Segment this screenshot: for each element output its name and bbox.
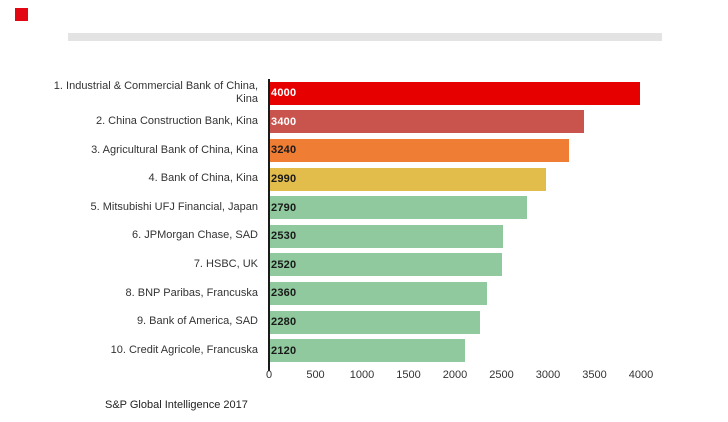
x-tick-label: 2500 xyxy=(489,369,514,381)
value-label: 2530 xyxy=(271,230,297,243)
chart-row: 6. JPMorgan Chase, SAD 2530 xyxy=(0,222,728,251)
bar-8: 2360 xyxy=(268,281,488,305)
bar-track: 2530 xyxy=(268,224,640,248)
value-label: 3240 xyxy=(271,144,297,157)
bar-track: 3400 xyxy=(268,110,640,134)
bar-track: 2360 xyxy=(268,281,640,305)
header-divider xyxy=(68,33,662,41)
x-tick-label: 4000 xyxy=(628,369,654,381)
value-label: 2120 xyxy=(271,344,297,357)
x-tick-label: 3500 xyxy=(582,369,607,381)
bar-1: 4000 xyxy=(268,81,640,105)
chart-row: 8. BNP Paribas, Francuska 2360 xyxy=(0,279,728,308)
bar-track: 2790 xyxy=(268,196,640,220)
x-tick-label: 1000 xyxy=(349,369,375,381)
category-label: 4. Bank of China, Kina xyxy=(148,172,258,185)
chart-row: 1. Industrial & Commercial Bank of China… xyxy=(0,79,728,108)
value-label: 3400 xyxy=(271,115,297,128)
bar-2: 3400 xyxy=(268,110,585,134)
category-label: 2. China Construction Bank, Kina xyxy=(95,115,258,128)
bar-5: 2790 xyxy=(268,196,528,220)
value-label: 2990 xyxy=(271,173,297,186)
x-tick-label: 1500 xyxy=(396,369,421,381)
chart-row: 5. Mitsubishi UFJ Financial, Japan 2790 xyxy=(0,193,728,222)
value-label: 2790 xyxy=(271,201,297,214)
bar-track: 2520 xyxy=(268,253,640,277)
bar-track: 2990 xyxy=(268,167,640,191)
chart-row: 3. Agricultural Bank of China, Kina 3240 xyxy=(0,136,728,165)
value-label: 2360 xyxy=(271,287,297,300)
bar-track: 2280 xyxy=(268,310,640,334)
category-label: 3. Agricultural Bank of China, Kina xyxy=(91,143,258,156)
chart-row: 4. Bank of China, Kina 2990 xyxy=(0,165,728,194)
source-credit: S&P Global Intelligence 2017 xyxy=(105,399,248,411)
value-label: 2520 xyxy=(271,258,297,271)
category-label: 8. BNP Paribas, Francuska xyxy=(125,286,258,299)
bar-4: 2990 xyxy=(268,167,547,191)
category-label: 9. Bank of America, SAD xyxy=(136,315,258,328)
x-tick-label: 0 xyxy=(265,369,273,381)
bar-track: 3240 xyxy=(268,138,640,162)
x-tick-label: 2000 xyxy=(442,369,468,381)
chart-row: 2. China Construction Bank, Kina 3400 xyxy=(0,108,728,137)
brand-logo-mark xyxy=(15,8,28,21)
chart-rows: 1. Industrial & Commercial Bank of China… xyxy=(0,79,728,365)
bar-6: 2530 xyxy=(268,224,504,248)
bar-track: 4000 xyxy=(268,81,640,105)
bar-chart: 1. Industrial & Commercial Bank of China… xyxy=(0,79,728,365)
value-label: 4000 xyxy=(271,87,297,100)
x-tick-label: 500 xyxy=(306,369,325,381)
category-label: 6. JPMorgan Chase, SAD xyxy=(132,229,258,242)
category-label: 7. HSBC, UK xyxy=(193,257,258,270)
x-tick-label: 3000 xyxy=(535,369,561,381)
x-axis-tick-labels: 0 500 1000 1500 2000 2500 3000 3500 4000 xyxy=(265,369,653,383)
category-label: 10. Credit Agricole, Francuska xyxy=(110,343,258,356)
bar-9: 2280 xyxy=(268,310,481,334)
chart-row: 9. Bank of America, SAD 2280 xyxy=(0,308,728,337)
bar-3: 3240 xyxy=(268,138,570,162)
bar-track: 2120 xyxy=(268,339,640,363)
category-label: 1. Industrial & Commercial Bank of China… xyxy=(53,79,258,106)
chart-row: 10. Credit Agricole, Francuska 2120 xyxy=(0,336,728,365)
value-label: 2280 xyxy=(271,316,297,329)
bar-7: 2520 xyxy=(268,253,503,277)
chart-row: 7. HSBC, UK 2520 xyxy=(0,251,728,280)
y-axis-line xyxy=(268,79,270,371)
category-label: 5. Mitsubishi UFJ Financial, Japan xyxy=(90,200,258,213)
bar-10: 2120 xyxy=(268,339,466,363)
